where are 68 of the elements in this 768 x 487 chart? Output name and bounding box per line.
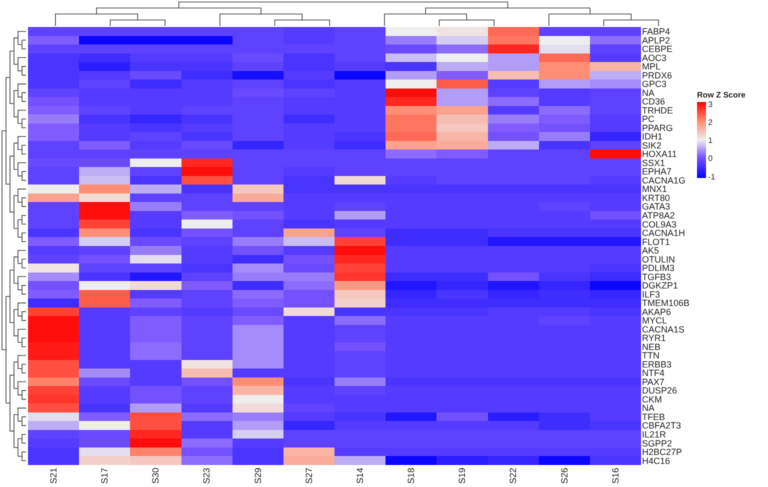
y-tick-label: NEB <box>642 342 661 352</box>
y-tick-label: DUSP26 <box>642 386 678 396</box>
y-tick-label: AOC3 <box>642 52 667 63</box>
y-tick-label: GPC3 <box>642 79 667 90</box>
x-tick-label: S29 <box>252 468 263 484</box>
y-tick-label: MNX1 <box>642 184 668 194</box>
y-tick-label: COL9A3 <box>642 219 677 230</box>
y-tick-label: EPHA7 <box>642 166 672 177</box>
y-tick-label: RYR1 <box>642 333 666 344</box>
y-tick-label: HOXA11 <box>642 149 677 160</box>
y-tick-label: H2BC27P <box>642 447 682 458</box>
x-tick-label: S22 <box>508 468 518 484</box>
y-tick-label: CEBPE <box>642 44 673 54</box>
y-tick-label: NA <box>642 403 655 414</box>
x-tick-label: S14 <box>354 468 365 484</box>
y-tick-label: CD36 <box>642 96 666 107</box>
color-bar-title: Row Z Score <box>696 90 746 100</box>
x-tick-label: S19 <box>457 468 468 484</box>
x-tick-label: S26 <box>559 468 570 484</box>
x-tick-label: S21 <box>48 468 58 484</box>
y-tick-label: IL21R <box>642 429 667 440</box>
y-tick-label: CACNA1G <box>642 175 686 186</box>
x-tick-label: S23 <box>202 468 212 484</box>
x-tick-label: S30 <box>150 468 161 484</box>
y-tick-label: SGPP2 <box>642 438 672 448</box>
x-tick-label: S16 <box>610 468 620 484</box>
color-bar-label: 3 <box>708 100 714 109</box>
y-tick-label: AK5 <box>642 246 660 256</box>
y-tick-label: CACNA1S <box>642 324 685 334</box>
y-tick-label: PDLIM3 <box>642 263 675 274</box>
y-tick-label: APLP2 <box>642 35 670 46</box>
y-tick-label: PC <box>642 114 656 124</box>
y-tick-label: TMEM106B <box>642 298 690 308</box>
y-tick-label: MPL <box>642 62 661 72</box>
y-tick-label: ATP8A2 <box>642 210 675 220</box>
y-tick-label: PRDX6 <box>642 70 672 80</box>
color-bar-label: 0 <box>708 154 714 164</box>
x-tick-label: S17 <box>100 468 110 484</box>
y-tick-label: MYCL <box>642 316 668 326</box>
y-tick-label: ERBB3 <box>642 359 672 370</box>
y-tick-label: TRHDE <box>642 105 673 116</box>
y-tick-label: CKM <box>642 394 662 404</box>
y-tick-label: DGKZP1 <box>642 280 678 291</box>
x-tick-label: S27 <box>304 468 314 484</box>
y-tick-label: CBFA2T3 <box>642 420 682 431</box>
y-tick-label: FLOT1 <box>642 236 670 247</box>
y-tick-label: AKAP6 <box>642 306 672 317</box>
y-tick-label: SSX1 <box>642 158 666 168</box>
color-bar-label: -1 <box>708 172 716 182</box>
x-tick-label: S18 <box>406 468 416 484</box>
y-tick-label: TFEB <box>642 412 666 422</box>
y-tick-label: GATA3 <box>642 202 670 212</box>
y-tick-label: SIK2 <box>642 140 662 150</box>
y-tick-label: NA <box>642 88 655 98</box>
y-tick-label: ILF3 <box>642 289 660 300</box>
y-tick-label: H4C16 <box>642 456 670 466</box>
y-tick-label: KRT80 <box>642 192 670 203</box>
y-tick-label: OTULIN <box>642 254 676 264</box>
y-tick-label: FABP4 <box>642 26 670 37</box>
y-tick-label: CACNA1H <box>642 228 686 238</box>
y-tick-label: NTF4 <box>642 368 664 378</box>
y-tick-label: PAX7 <box>642 376 664 387</box>
y-tick-label: PPARG <box>642 122 673 133</box>
color-bar-label: 2 <box>708 118 714 128</box>
y-tick-label: TGFB3 <box>642 272 672 282</box>
y-tick-label: IDH1 <box>642 132 663 142</box>
y-tick-label: TTN <box>642 350 660 361</box>
color-bar-label: 1 <box>708 136 714 146</box>
